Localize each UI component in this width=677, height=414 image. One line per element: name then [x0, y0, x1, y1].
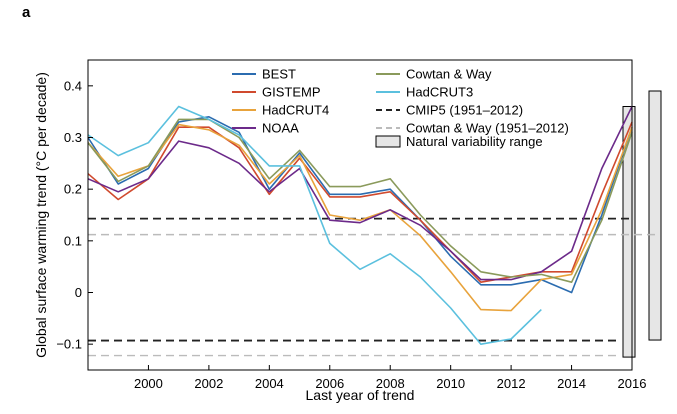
legend-label: Natural variability range — [406, 134, 543, 149]
legend-swatch — [375, 135, 401, 148]
natural-variability-bar — [648, 90, 662, 341]
y-tick-label: 0.4 — [64, 78, 82, 93]
legend-label: HadCRUT4 — [262, 103, 329, 118]
x-tick-label: 2006 — [315, 376, 344, 391]
x-tick-label: 2008 — [376, 376, 405, 391]
panel-letter: a — [22, 4, 31, 21]
legend-label: GISTEMP — [262, 85, 321, 100]
y-tick-label: −0.1 — [56, 337, 82, 352]
series-line — [87, 106, 633, 281]
x-tick-label: 2010 — [436, 376, 465, 391]
legend-label: BEST — [262, 67, 296, 82]
series-line — [87, 123, 633, 312]
series-line — [87, 118, 633, 283]
x-tick-label: 2014 — [557, 376, 586, 391]
legend-label: HadCRUT3 — [406, 85, 473, 100]
y-axis-label: Global surface warming trend (°C per dec… — [33, 72, 49, 358]
plot-frame — [87, 59, 633, 371]
y-tick-label: 0.2 — [64, 182, 82, 197]
x-tick-label: 2000 — [134, 376, 163, 391]
natural-variability-bar — [622, 106, 636, 358]
legend-label: NOAA — [262, 121, 299, 136]
x-tick-label: 2002 — [194, 376, 223, 391]
series-line — [87, 105, 542, 345]
y-tick-label: 0.1 — [64, 233, 82, 248]
legend-label: Cowtan & Way — [406, 67, 492, 82]
x-tick-label: 2016 — [618, 376, 647, 391]
series-line — [87, 121, 633, 283]
legend-label: CMIP5 (1951–2012) — [406, 103, 523, 118]
y-tick-label: 0.3 — [64, 130, 82, 145]
x-tick-label: 2004 — [255, 376, 284, 391]
y-tick-label: 0 — [75, 285, 82, 300]
x-tick-label: 2012 — [497, 376, 526, 391]
legend-label: Cowtan & Way (1951–2012) — [406, 121, 569, 136]
x-axis-label: Last year of trend — [306, 387, 415, 403]
